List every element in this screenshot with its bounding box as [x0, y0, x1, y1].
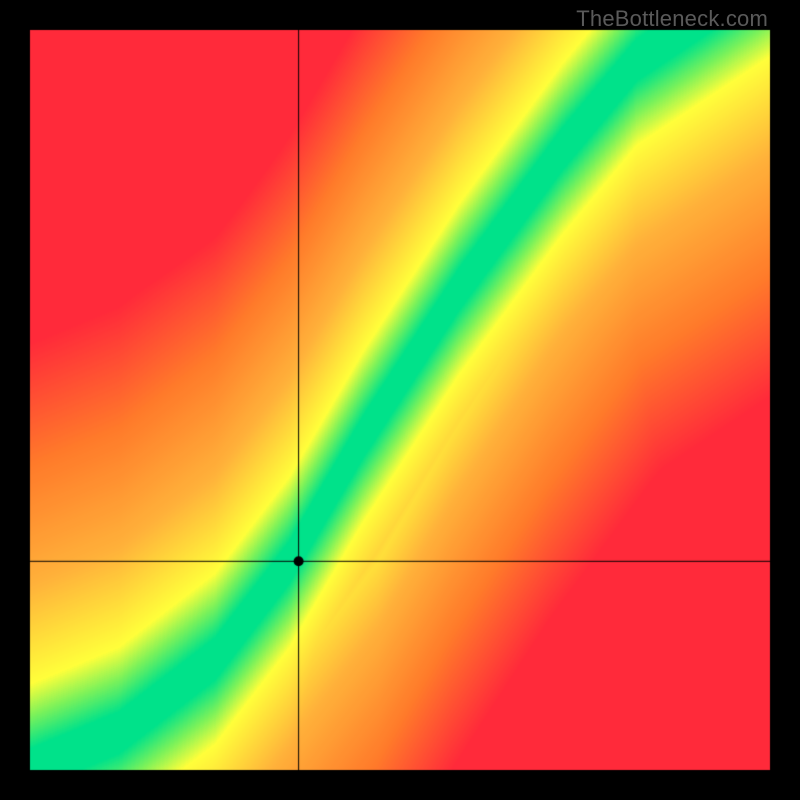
- watermark-text: TheBottleneck.com: [576, 6, 768, 32]
- chart-container: TheBottleneck.com: [0, 0, 800, 800]
- bottleneck-heatmap: [0, 0, 800, 800]
